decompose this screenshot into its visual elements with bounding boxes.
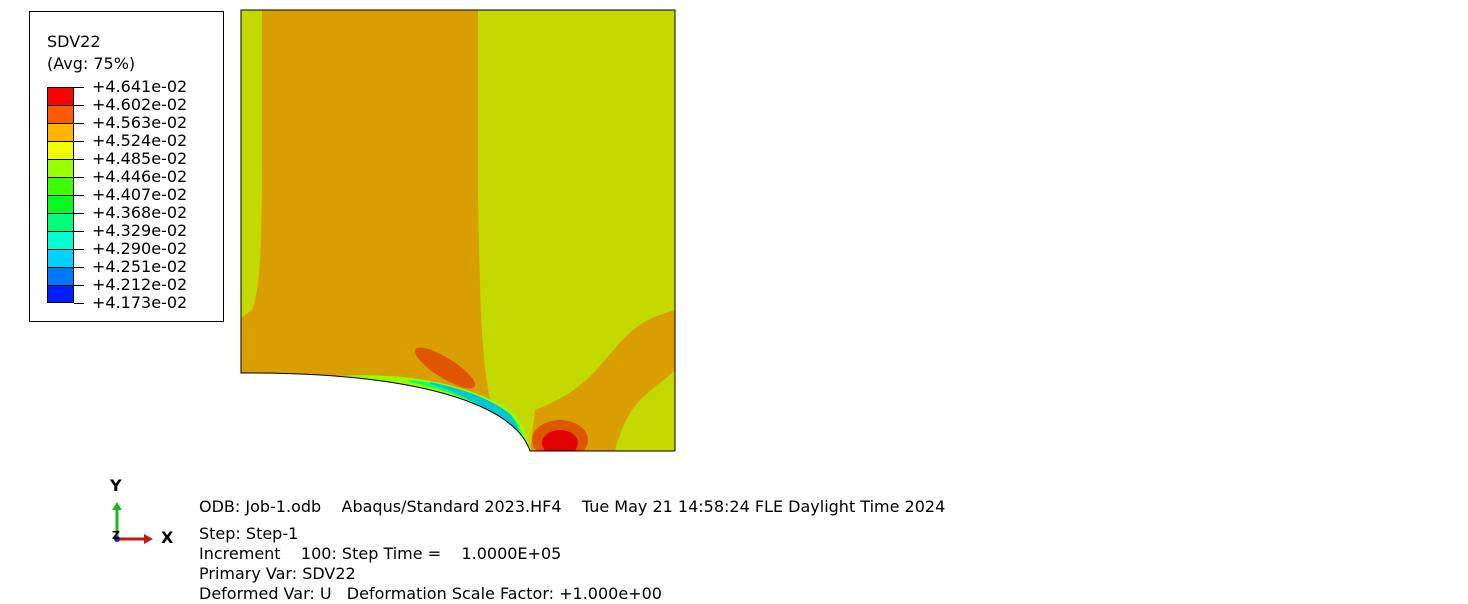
legend-value-label: +4.368e-02 [92, 203, 188, 222]
legend-value-label: +4.485e-02 [92, 149, 188, 168]
legend-tick [74, 267, 84, 268]
legend-value-label: +4.524e-02 [92, 131, 188, 150]
legend-tick [74, 105, 84, 106]
legend-swatch [47, 159, 74, 177]
contour-strip-lower-right [615, 370, 675, 451]
info-primary-var: Primary Var: SDV22 [199, 564, 356, 583]
legend-swatch [47, 141, 74, 159]
legend-swatch [47, 123, 74, 141]
legend-tick [74, 195, 84, 196]
legend-value-label: +4.563e-02 [92, 113, 188, 132]
legend-swatch [47, 231, 74, 249]
legend-tick [74, 249, 84, 250]
legend-value-label: +4.602e-02 [92, 95, 188, 114]
info-step: Step: Step-1 [199, 524, 299, 543]
legend-value-label: +4.290e-02 [92, 239, 188, 258]
legend-value-label: +4.407e-02 [92, 185, 188, 204]
legend-tick [74, 123, 84, 124]
legend-swatch [47, 177, 74, 195]
legend-tick [74, 159, 84, 160]
legend-swatch [47, 267, 74, 285]
legend-tick [74, 177, 84, 178]
triad-y-label: Y [110, 476, 122, 495]
contour-hotspot [542, 430, 578, 451]
legend-swatch [47, 105, 74, 123]
legend-averaging: (Avg: 75%) [47, 54, 136, 73]
legend-swatch [47, 87, 74, 105]
legend-swatch [47, 213, 74, 231]
legend-value-label: +4.446e-02 [92, 167, 188, 186]
info-odb-line: ODB: Job-1.odb Abaqus/Standard 2023.HF4 … [199, 497, 946, 516]
triad-z-axis [114, 536, 120, 542]
legend-swatch [47, 195, 74, 213]
contour-region-left [241, 10, 502, 440]
legend-tick [74, 303, 84, 304]
legend-tick [74, 285, 84, 286]
legend-value-label: +4.251e-02 [92, 257, 188, 276]
legend-tick [74, 231, 84, 232]
triad-x-arrow [144, 534, 153, 544]
contour-strip-left [241, 10, 262, 318]
legend-tick [74, 213, 84, 214]
legend-value-label: +4.173e-02 [92, 293, 188, 312]
legend-tick [74, 87, 84, 88]
info-increment: Increment 100: Step Time = 1.0000E+05 [199, 544, 562, 563]
part-outline [240, 9, 676, 452]
legend-value-label: +4.329e-02 [92, 221, 188, 240]
legend-tick [74, 141, 84, 142]
contour-fill [241, 10, 675, 451]
triad-y-arrow [112, 502, 122, 510]
contour-band-mid [414, 347, 476, 389]
legend-swatch [47, 285, 74, 303]
info-deformed-var: Deformed Var: U Deformation Scale Factor… [199, 584, 662, 603]
triad-z-label: Z [112, 529, 120, 542]
legend-swatch [47, 249, 74, 267]
contour-low-band-edge [430, 382, 524, 451]
legend-value-label: +4.641e-02 [92, 77, 188, 96]
legend-variable: SDV22 [47, 32, 101, 51]
legend-value-label: +4.212e-02 [92, 275, 188, 294]
triad-x-label: X [161, 528, 174, 547]
